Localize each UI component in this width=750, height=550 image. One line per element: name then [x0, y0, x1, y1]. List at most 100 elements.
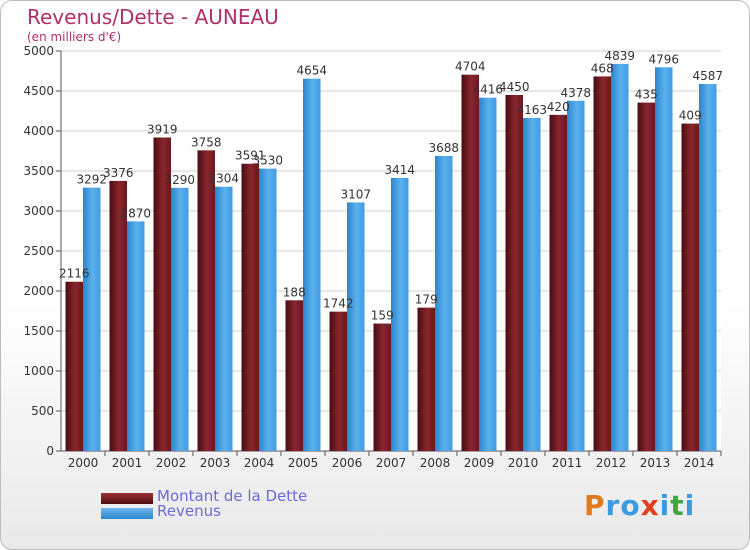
y-tick-label: 1000: [23, 364, 54, 378]
bar-revenus: [435, 155, 453, 451]
x-tick-label: 2006: [332, 456, 363, 470]
y-tick-label: 2500: [23, 244, 54, 258]
data-label-dette: 3376: [103, 166, 134, 180]
data-label-revenus: 2870: [120, 206, 151, 220]
data-label-revenus: 3290: [164, 173, 195, 187]
x-tick-label: 2007: [376, 456, 407, 470]
logo-letter: i: [684, 489, 696, 522]
bar-revenus: [391, 177, 409, 451]
bar-dette: [109, 180, 127, 452]
y-tick-label: 4500: [23, 84, 54, 98]
data-label-revenus: 4587: [692, 69, 723, 83]
data-label-revenus: 3292: [76, 173, 107, 187]
bar-revenus: [699, 84, 717, 451]
bar-dette: [637, 102, 655, 451]
x-tick-label: 2008: [420, 456, 451, 470]
data-label-dette: 420: [547, 100, 570, 114]
legend-label-dette: Montant de la Dette: [157, 487, 308, 505]
x-tick-label: 2014: [684, 456, 715, 470]
y-tick-label: 5000: [23, 44, 54, 58]
data-label-dette: 3919: [147, 122, 178, 136]
bar-revenus: [479, 97, 497, 451]
bar-dette: [373, 323, 391, 451]
data-label-revenus: 3530: [252, 154, 283, 168]
bar-dette: [65, 281, 83, 451]
bar-revenus: [83, 187, 101, 451]
x-tick-label: 2011: [552, 456, 583, 470]
x-tick-label: 2005: [288, 456, 319, 470]
bar-dette: [241, 163, 259, 451]
x-tick-label: 2009: [464, 456, 495, 470]
data-label-revenus: 4654: [296, 64, 327, 78]
data-label-revenus: 4416: [472, 83, 503, 97]
y-tick-label: 2000: [23, 284, 54, 298]
x-tick-label: 2004: [244, 456, 275, 470]
x-tick-label: 2001: [112, 456, 143, 470]
x-tick-label: 2013: [640, 456, 671, 470]
legend-swatch-dette: [101, 493, 153, 504]
x-tick-label: 2012: [596, 456, 627, 470]
logo-letter: P: [584, 489, 606, 522]
y-tick-label: 1500: [23, 324, 54, 338]
bar-dette: [153, 137, 171, 452]
y-tick-label: 0: [46, 444, 54, 458]
y-tick-label: 4000: [23, 124, 54, 138]
data-label-revenus: 4163: [516, 103, 547, 117]
bar-dette: [197, 150, 215, 452]
y-tick-label: 3000: [23, 204, 54, 218]
data-label-dette: 159: [371, 309, 394, 323]
bar-revenus: [567, 100, 585, 451]
chart-title: Revenus/Dette - AUNEAU: [27, 5, 279, 29]
data-label-dette: 4704: [455, 60, 486, 74]
bar-revenus: [523, 117, 541, 452]
bar-dette: [329, 311, 347, 451]
logo-letter: i: [659, 489, 671, 522]
data-label-dette: 409: [679, 109, 702, 123]
bar-dette: [681, 123, 699, 451]
x-tick-label: 2010: [508, 456, 539, 470]
data-label-dette: 1742: [323, 297, 354, 311]
data-label-revenus: 3414: [384, 163, 415, 177]
data-label-revenus: 3107: [340, 187, 371, 201]
logo-letter: o: [620, 489, 641, 522]
data-label-revenus: 4378: [560, 86, 591, 100]
bar-revenus: [215, 186, 233, 451]
data-label-dette: 2116: [59, 267, 90, 281]
proxiti-logo: Proxiti: [584, 489, 695, 522]
data-label-revenus: 4796: [648, 52, 679, 66]
legend-label-revenus: Revenus: [157, 502, 221, 520]
data-label-dette: 188: [283, 285, 306, 299]
bar-dette: [593, 76, 611, 451]
y-tick-label: 500: [31, 404, 54, 418]
bar-dette: [505, 95, 523, 451]
logo-letter: r: [605, 489, 621, 522]
data-label-revenus: 3304: [208, 172, 239, 186]
bar-dette: [461, 74, 479, 452]
logo-letter: t: [670, 489, 685, 522]
bar-dette: [417, 307, 435, 451]
data-label-dette: 3758: [191, 135, 222, 149]
bar-revenus: [347, 202, 365, 451]
data-label-dette: 3591: [235, 149, 266, 163]
data-label-revenus: 3688: [428, 141, 459, 155]
bar-revenus: [655, 67, 673, 451]
bar-revenus: [259, 168, 277, 451]
bar-revenus: [127, 221, 145, 451]
data-label-dette: 468: [591, 61, 614, 75]
data-label-dette: 4450: [499, 80, 530, 94]
x-tick-label: 2003: [200, 456, 231, 470]
x-tick-label: 2002: [156, 456, 187, 470]
legend-swatch-revenus: [101, 508, 153, 519]
chart-subtitle: (en milliers d'€): [27, 30, 122, 44]
y-tick-label: 3500: [23, 164, 54, 178]
x-tick-label: 2000: [68, 456, 99, 470]
bar-revenus: [611, 63, 629, 451]
data-label-dette: 435: [635, 88, 658, 102]
logo-letter: x: [640, 489, 660, 522]
bar-dette: [549, 114, 567, 451]
bar-revenus: [303, 78, 321, 452]
data-label-dette: 179: [415, 293, 438, 307]
bar-revenus: [171, 187, 189, 452]
